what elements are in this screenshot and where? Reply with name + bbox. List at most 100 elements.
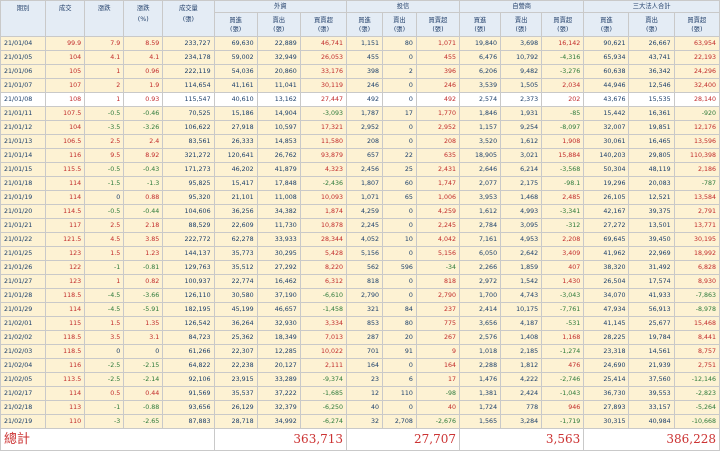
cell-trust-buy: 2,245 xyxy=(346,218,383,233)
cell-pct: -0.44 xyxy=(123,204,164,219)
subheader-sell[interactable]: 賣出 (張) xyxy=(256,12,301,37)
cell-trust-net: 4,259 xyxy=(415,204,461,219)
cell-dealer-buy: 19,840 xyxy=(458,36,502,51)
cell-total-sell: 40,984 xyxy=(628,414,675,429)
cell-date: 21/01/27 xyxy=(0,274,47,289)
cell-dealer-buy: 3,656 xyxy=(458,316,502,331)
subheader-sell[interactable]: 賣出 (張) xyxy=(500,12,543,37)
cell-volume: 126,542 xyxy=(162,316,215,331)
subheader-buy[interactable]: 買進 (張) xyxy=(583,12,630,37)
cell-total-sell: 20,083 xyxy=(628,176,675,191)
cell-trust-buy: 12 xyxy=(346,386,383,401)
subheader-net[interactable]: 買賣超 (張) xyxy=(415,12,461,37)
cell-dealer-sell: 10,792 xyxy=(500,50,543,65)
header-date[interactable]: 期別 xyxy=(0,0,47,37)
cell-trust-net: 775 xyxy=(415,316,461,331)
cell-total-sell: 33,157 xyxy=(628,400,675,415)
cell-total-sell: 29,805 xyxy=(628,148,675,163)
cell-trust-sell: 25 xyxy=(381,162,417,177)
cell-change: 2.5 xyxy=(84,134,125,149)
cell-foreign-sell: 10,597 xyxy=(256,120,301,135)
subheader-buy[interactable]: 買進 (張) xyxy=(213,12,258,37)
cell-pct: -0.81 xyxy=(123,260,164,275)
cell-trust-sell: 0 xyxy=(381,288,417,303)
cell-close: 116 xyxy=(45,148,86,163)
cell-dealer-sell: 2,642 xyxy=(500,246,543,261)
subheader-net[interactable]: 買賣超 (張) xyxy=(673,12,720,37)
cell-total-net: 2,751 xyxy=(673,358,720,373)
cell-dealer-sell: 1,812 xyxy=(500,358,543,373)
header-dealer: 自營商 xyxy=(458,0,585,13)
subheader-net[interactable]: 買賣超 (張) xyxy=(541,12,585,37)
cell-volume: 114,654 xyxy=(162,78,215,93)
cell-dealer-net: -8,097 xyxy=(541,120,585,135)
header-pct[interactable]: 漲跌 (%) xyxy=(123,0,164,37)
cell-change: 3.5 xyxy=(84,330,125,345)
cell-date: 21/01/13 xyxy=(0,134,47,149)
cell-dealer-buy: 1,381 xyxy=(458,386,502,401)
cell-dealer-sell: 3,021 xyxy=(500,148,543,163)
table-row: 21/01/08 108 1 0.93 115,547 40,610 13,162 27,44… xyxy=(0,92,720,107)
cell-close: 122 xyxy=(45,260,86,275)
cell-total-net: 6,828 xyxy=(673,260,720,275)
cell-foreign-net: 10,093 xyxy=(299,190,348,205)
subheader-sell[interactable]: 賣出 (張) xyxy=(628,12,675,37)
cell-trust-sell: 0 xyxy=(381,78,417,93)
cell-foreign-net: 28,344 xyxy=(299,232,348,247)
header-volume[interactable]: 成交量 (張) xyxy=(162,0,215,37)
cell-close: 123 xyxy=(45,274,86,289)
cell-total-sell: 12,546 xyxy=(628,78,675,93)
cell-trust-buy: 562 xyxy=(346,260,383,275)
cell-total-buy: 23,318 xyxy=(583,344,630,359)
cell-change: 0 xyxy=(84,190,125,205)
cell-close: 110 xyxy=(45,414,86,429)
cell-dealer-sell: 778 xyxy=(500,400,543,415)
cell-total-sell: 37,560 xyxy=(628,372,675,387)
cell-date: 21/01/28 xyxy=(0,288,47,303)
cell-total-net: -7,863 xyxy=(673,288,720,303)
cell-trust-sell: 17 xyxy=(381,106,417,121)
cell-change: 1.5 xyxy=(84,316,125,331)
cell-foreign-net: 3,334 xyxy=(299,316,348,331)
cell-dealer-net: 15,884 xyxy=(541,148,585,163)
cell-dealer-buy: 2,414 xyxy=(458,302,502,317)
subheader-buy[interactable]: 買進 (張) xyxy=(458,12,502,37)
footer-label: 總計 xyxy=(0,428,215,451)
header-change[interactable]: 漲跌 xyxy=(84,0,125,37)
cell-total-net: -10,668 xyxy=(673,414,720,429)
cell-foreign-sell: 14,853 xyxy=(256,134,301,149)
cell-foreign-buy: 35,512 xyxy=(213,260,258,275)
cell-foreign-buy: 25,362 xyxy=(213,330,258,345)
cell-total-buy: 69,645 xyxy=(583,232,630,247)
cell-dealer-net: 202 xyxy=(541,92,585,107)
cell-date: 21/02/17 xyxy=(0,386,47,401)
cell-dealer-buy: 2,646 xyxy=(458,162,502,177)
cell-dealer-buy: 3,539 xyxy=(458,78,502,93)
cell-total-sell: 19,851 xyxy=(628,120,675,135)
subheader-sell[interactable]: 賣出 (張) xyxy=(381,12,417,37)
cell-foreign-net: 46,741 xyxy=(299,36,348,51)
cell-total-net: 15,468 xyxy=(673,316,720,331)
table-row: 21/01/18 114 -1.5 -1.3 95,825 15,417 17,848 -2,… xyxy=(0,176,720,191)
cell-pct: 1.35 xyxy=(123,316,164,331)
cell-foreign-net: 26,053 xyxy=(299,50,348,65)
cell-date: 21/01/25 xyxy=(0,246,47,261)
subheader-buy[interactable]: 買進 (張) xyxy=(346,12,383,37)
table-row: 21/01/27 123 1 0.82 100,937 22,774 16,462 6,312… xyxy=(0,274,720,289)
cell-trust-sell: 0 xyxy=(381,92,417,107)
cell-pct: 0.96 xyxy=(123,64,164,79)
cell-trust-buy: 1,151 xyxy=(346,36,383,51)
cell-trust-buy: 1,807 xyxy=(346,176,383,191)
subheader-net[interactable]: 買賣超 (張) xyxy=(299,12,348,37)
cell-dealer-buy: 1,018 xyxy=(458,344,502,359)
header-close[interactable]: 成交 xyxy=(45,0,86,37)
cell-volume: 171,273 xyxy=(162,162,215,177)
cell-dealer-sell: 1,931 xyxy=(500,106,543,121)
cell-dealer-sell: 4,743 xyxy=(500,288,543,303)
cell-trust-buy: 321 xyxy=(346,302,383,317)
cell-volume: 91,569 xyxy=(162,386,215,401)
cell-change: 1 xyxy=(84,92,125,107)
cell-date: 21/02/19 xyxy=(0,414,47,429)
cell-trust-net: 267 xyxy=(415,330,461,345)
cell-trust-sell: 0 xyxy=(381,400,417,415)
